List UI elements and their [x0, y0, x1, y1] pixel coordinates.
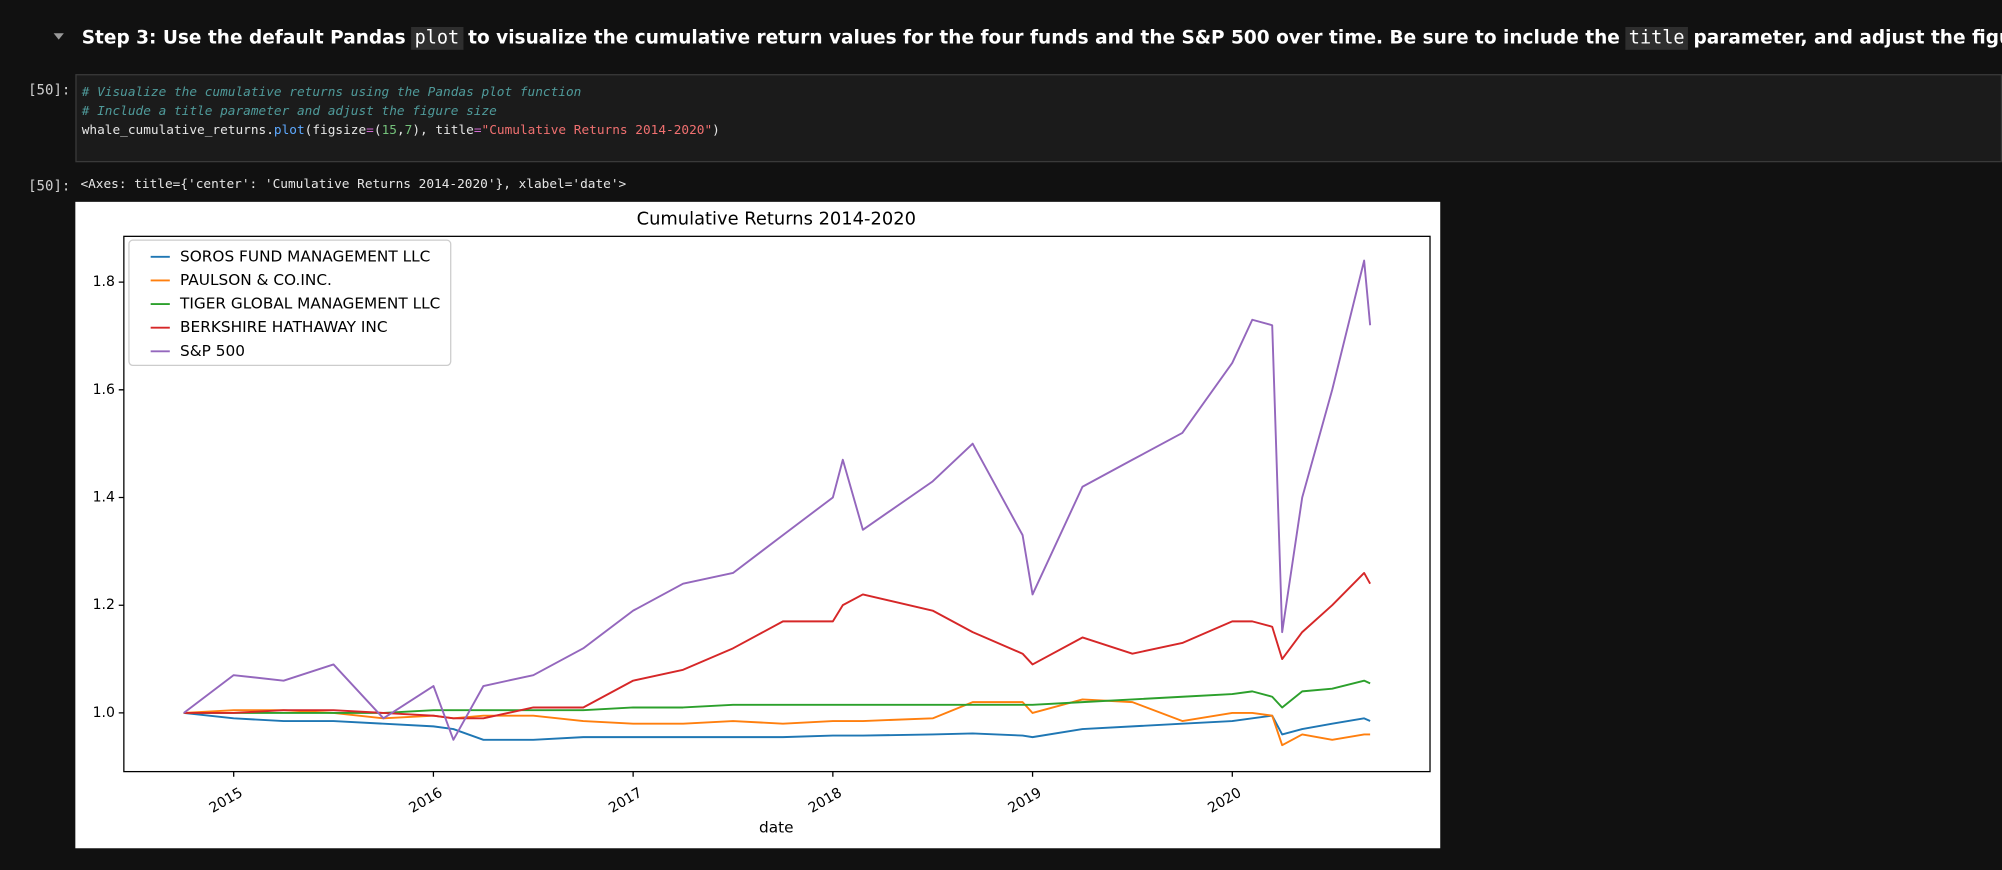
axes-frame [123, 235, 1431, 773]
legend-label: S&P 500 [180, 342, 245, 360]
code-comment: # Visualize the cumulative returns using… [81, 85, 582, 100]
code-token: ( [373, 123, 382, 138]
y-tick-label: 1.4 [93, 490, 115, 506]
x-tick-label: 2019 [1006, 785, 1045, 817]
y-tick-label: 1.0 [93, 705, 115, 721]
series-line [183, 259, 1372, 741]
y-tick-label: 1.2 [93, 597, 115, 613]
x-tick-label: 2015 [207, 785, 246, 817]
y-tick-label: 1.8 [93, 274, 115, 290]
code-token: 7 [404, 123, 413, 138]
x-tick-label: 2018 [806, 785, 845, 817]
input-prompt: [50]: [28, 81, 71, 99]
series-line [183, 572, 1371, 720]
code-token: = [473, 123, 482, 138]
code-token: whale_cumulative_returns. [81, 123, 274, 138]
chart: Cumulative Returns 2014-2020 date 1.0 1.2… [93, 209, 1431, 836]
x-tick-label: 2016 [406, 785, 445, 817]
output-prompt: [50]: [28, 177, 71, 195]
code-cell[interactable]: # Visualize the cumulative returns using… [75, 74, 2002, 163]
x-tick-label: 2020 [1205, 785, 1244, 817]
code-token: ) [712, 123, 720, 138]
y-tick-label: 1.6 [93, 382, 115, 398]
legend-label: SOROS FUND MANAGEMENT LLC [180, 247, 430, 265]
code-token: 15 [381, 123, 397, 138]
series-line [183, 712, 1371, 741]
code-token: = [366, 123, 374, 138]
heading-text: parameter, and adjust the figure size if… [1693, 28, 2002, 49]
code-token: (figsize [304, 123, 367, 138]
chart-title: Cumulative Returns 2014-2020 [637, 209, 916, 230]
code-token: "Cumulative Returns 2014-2020" [481, 123, 713, 138]
x-tick-label: 2017 [606, 785, 645, 817]
heading-text: Step 3: Use the default Pandas [81, 28, 406, 49]
inline-code: title [1624, 26, 1689, 50]
x-axis-label: date [759, 818, 794, 836]
chart-output: Cumulative Returns 2014-2020 date 1.0 1.2… [75, 201, 1441, 849]
collapse-caret[interactable] [53, 33, 64, 40]
code-token: ), title [412, 123, 474, 138]
output-text: <Axes: title={'center': 'Cumulative Retu… [80, 177, 627, 192]
markdown-heading: Step 3: Use the default Pandas plot to vis… [81, 26, 2002, 50]
code-token: plot [273, 123, 305, 138]
series-line [183, 679, 1371, 714]
legend: SOROS FUND MANAGEMENT LLC PAULSON & CO.IN… [128, 239, 452, 367]
heading-text: to visualize the cumulative return value… [468, 28, 1620, 49]
legend-label: BERKSHIRE HATHAWAY INC [180, 318, 388, 336]
code-comment: # Include a title parameter and adjust t… [81, 104, 497, 119]
legend-label: PAULSON & CO.INC. [180, 271, 332, 289]
code-token: , [396, 123, 405, 138]
legend-label: TIGER GLOBAL MANAGEMENT LLC [179, 295, 440, 313]
inline-code: plot [410, 26, 464, 50]
legend-frame [128, 239, 452, 367]
